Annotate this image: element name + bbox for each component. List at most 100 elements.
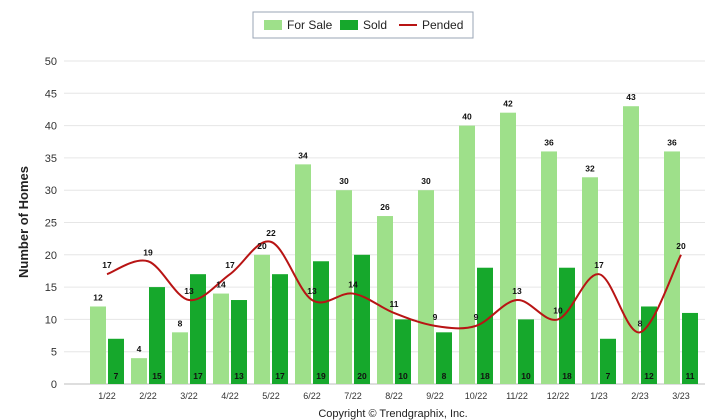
- data-label-pended: 17: [102, 260, 112, 270]
- data-label-pended: 13: [184, 286, 194, 296]
- data-label-sold: 12: [644, 371, 654, 381]
- legend-label-for-sale: For Sale: [287, 18, 333, 32]
- data-label-sold: 8: [442, 371, 447, 381]
- bar-sold: [313, 261, 329, 384]
- bar-for-sale: [213, 293, 229, 384]
- legend-swatch-for-sale: [264, 20, 282, 30]
- x-tick-label: 4/22: [221, 391, 239, 401]
- bar-sold: [231, 300, 247, 384]
- bar-for-sale: [90, 306, 106, 384]
- data-label-pended: 9: [433, 312, 438, 322]
- data-label-pended: 13: [512, 286, 522, 296]
- data-labels: 12 7 4 15 8 17 14 13 20 17 34 19 30 20 26 10 30 8 40 18 42 10…: [93, 92, 694, 381]
- y-tick-label: 50: [45, 56, 57, 68]
- copyright-text: Copyright © Trendgraphix, Inc.: [318, 408, 467, 420]
- bar-for-sale: [623, 106, 639, 384]
- bars: [90, 106, 698, 385]
- bar-for-sale: [336, 190, 352, 384]
- bar-for-sale: [418, 190, 434, 384]
- data-label-for-sale: 30: [421, 176, 431, 186]
- bar-sold: [354, 254, 370, 384]
- data-label-for-sale: 4: [137, 344, 142, 354]
- data-label-for-sale: 12: [93, 292, 103, 302]
- data-label-for-sale: 8: [178, 318, 183, 328]
- bar-for-sale: [172, 332, 188, 384]
- legend: For Sale Sold Pended: [252, 11, 474, 39]
- data-label-pended: 8: [638, 318, 643, 328]
- data-label-sold: 15: [152, 371, 162, 381]
- x-tick-label: 8/22: [385, 391, 403, 401]
- bar-sold: [108, 338, 124, 384]
- x-tick-label: 7/22: [344, 391, 362, 401]
- legend-label-pended: Pended: [422, 18, 463, 32]
- data-label-for-sale: 20: [257, 241, 267, 251]
- data-label-sold: 17: [193, 371, 203, 381]
- y-tick-label: 15: [45, 282, 57, 294]
- y-tick-label: 20: [45, 250, 57, 262]
- x-tick-label: 5/22: [262, 391, 280, 401]
- data-label-sold: 10: [398, 371, 408, 381]
- x-axis-ticks: 1/22 2/22 3/22 4/22 5/22 6/22 7/22 8/22 9/22 10/2…: [98, 391, 690, 401]
- bar-sold: [272, 274, 288, 384]
- data-label-for-sale: 14: [216, 280, 226, 290]
- bar-sold: [149, 287, 165, 384]
- bar-for-sale: [664, 151, 680, 384]
- bar-sold: [477, 267, 493, 384]
- data-label-for-sale: 36: [667, 137, 677, 147]
- y-tick-label: 0: [51, 379, 57, 391]
- bar-for-sale: [541, 151, 557, 384]
- data-label-pended: 19: [143, 247, 153, 257]
- y-tick-label: 35: [45, 153, 57, 165]
- bar-sold: [682, 312, 698, 384]
- bar-for-sale: [459, 125, 475, 384]
- bar-for-sale: [254, 254, 270, 384]
- y-tick-label: 25: [45, 218, 57, 230]
- x-tick-label: 3/22: [180, 391, 198, 401]
- bar-sold: [641, 306, 657, 384]
- data-label-for-sale: 43: [626, 92, 636, 102]
- legend-box: [252, 11, 474, 39]
- data-label-for-sale: 30: [339, 176, 349, 186]
- bar-sold: [436, 332, 452, 384]
- data-label-sold: 20: [357, 371, 367, 381]
- bar-for-sale: [582, 177, 598, 384]
- data-label-sold: 11: [686, 371, 695, 381]
- legend-label-sold: Sold: [363, 18, 387, 32]
- bar-sold: [395, 319, 411, 384]
- data-label-sold: 7: [606, 371, 611, 381]
- bar-for-sale: [295, 164, 311, 384]
- data-label-sold: 10: [521, 371, 531, 381]
- data-label-pended: 10: [553, 305, 563, 315]
- x-tick-label: 11/22: [506, 391, 528, 401]
- x-tick-label: 3/23: [672, 391, 690, 401]
- x-tick-label: 9/22: [426, 391, 444, 401]
- data-label-for-sale: 40: [462, 112, 472, 122]
- bar-sold: [518, 319, 534, 384]
- data-label-pended: 22: [266, 228, 276, 238]
- data-label-for-sale: 32: [585, 163, 595, 173]
- pended-line-path: [106, 240, 682, 334]
- y-tick-label: 10: [45, 314, 57, 326]
- bar-sold: [559, 267, 575, 384]
- bar-for-sale: [377, 216, 393, 384]
- bar-sold: [600, 338, 616, 384]
- y-tick-label: 30: [45, 185, 57, 197]
- x-tick-label: 1/22: [98, 391, 116, 401]
- data-label-for-sale: 36: [544, 137, 554, 147]
- data-label-sold: 18: [562, 371, 572, 381]
- x-tick-label: 6/22: [303, 391, 321, 401]
- data-label-sold: 18: [480, 371, 490, 381]
- data-label-pended: 13: [307, 286, 317, 296]
- legend-swatch-sold: [340, 20, 358, 30]
- data-label-for-sale: 26: [380, 202, 390, 212]
- y-tick-label: 5: [51, 347, 57, 359]
- data-label-sold: 19: [316, 371, 326, 381]
- x-tick-label: 10/22: [465, 391, 488, 401]
- data-label-pended: 20: [676, 241, 686, 251]
- bar-for-sale: [131, 358, 147, 384]
- data-label-sold: 13: [234, 371, 244, 381]
- y-axis-ticks: 0 5 10 15 20 25 30 35 40 45 50: [45, 56, 57, 391]
- data-label-sold: 17: [275, 371, 285, 381]
- y-tick-label: 45: [45, 88, 57, 100]
